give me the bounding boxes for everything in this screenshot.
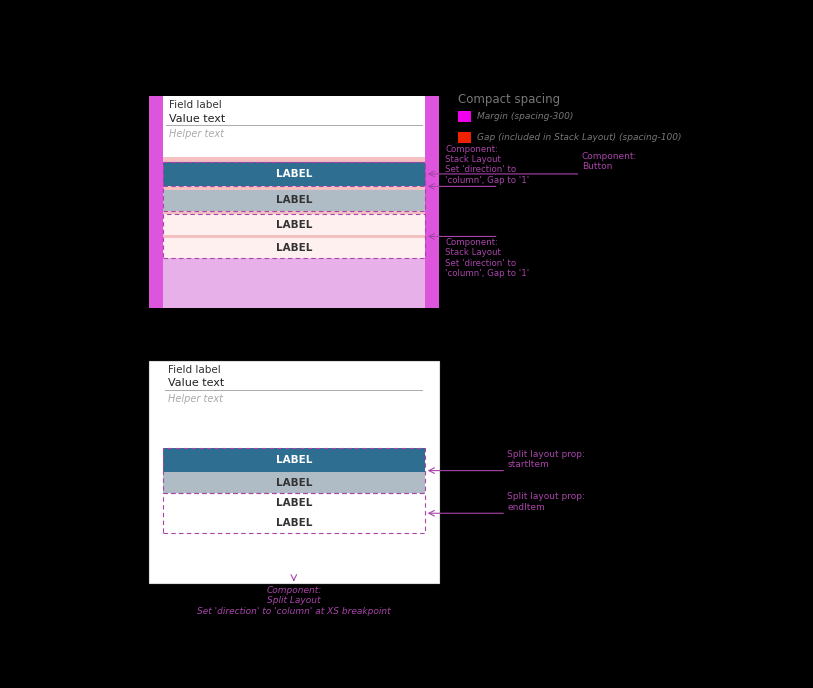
Bar xyxy=(163,493,425,533)
Text: Helper text: Helper text xyxy=(167,394,223,404)
Text: LABEL: LABEL xyxy=(276,195,312,205)
Bar xyxy=(425,96,439,308)
Text: Margin (spacing-300): Margin (spacing-300) xyxy=(476,112,573,121)
Bar xyxy=(163,157,425,162)
Text: Component:
Split Layout
Set 'direction' to 'column' at XS breakpoint: Component: Split Layout Set 'direction' … xyxy=(197,585,390,616)
Bar xyxy=(163,96,425,157)
Text: LABEL: LABEL xyxy=(276,498,312,508)
Text: Gap (included in Stack Layout) (spacing-100): Gap (included in Stack Layout) (spacing-… xyxy=(476,133,681,142)
Bar xyxy=(458,111,472,122)
Text: Field label: Field label xyxy=(169,100,222,110)
Bar xyxy=(163,186,425,190)
Text: LABEL: LABEL xyxy=(276,244,312,253)
Bar xyxy=(163,238,425,259)
Bar xyxy=(163,215,425,235)
Text: LABEL: LABEL xyxy=(276,477,312,488)
Text: Component:
Button: Component: Button xyxy=(582,152,637,171)
Text: Value text: Value text xyxy=(169,114,225,124)
Text: LABEL: LABEL xyxy=(276,455,312,465)
Bar xyxy=(163,513,425,533)
Text: LABEL: LABEL xyxy=(276,518,312,528)
Text: Field label: Field label xyxy=(167,365,220,375)
Text: Compact spacing: Compact spacing xyxy=(458,93,559,106)
Bar xyxy=(163,235,425,238)
Bar xyxy=(149,96,439,308)
Text: Component:
Stack Layout
Set 'direction' to
'column', Gap to '1': Component: Stack Layout Set 'direction' … xyxy=(445,238,529,278)
Bar xyxy=(163,215,425,259)
Bar xyxy=(163,162,425,186)
Bar xyxy=(163,259,425,308)
Bar xyxy=(458,132,472,144)
Bar xyxy=(163,472,425,493)
Text: Component:
Stack Layout
Set 'direction' to
'column', Gap to '1': Component: Stack Layout Set 'direction' … xyxy=(445,144,529,185)
Text: Split layout prop:
endItem: Split layout prop: endItem xyxy=(507,493,585,512)
Text: Value text: Value text xyxy=(167,378,224,389)
Bar xyxy=(163,190,425,211)
Bar xyxy=(163,448,425,472)
Text: Split layout prop:
startItem: Split layout prop: startItem xyxy=(507,450,585,469)
Bar xyxy=(163,162,425,186)
Bar xyxy=(149,361,439,583)
Bar xyxy=(163,211,425,215)
Bar xyxy=(163,448,425,493)
Text: LABEL: LABEL xyxy=(276,169,312,179)
Text: Helper text: Helper text xyxy=(169,129,224,139)
Bar xyxy=(149,96,163,308)
Bar xyxy=(163,493,425,513)
Text: LABEL: LABEL xyxy=(276,219,312,230)
Bar xyxy=(163,162,425,211)
